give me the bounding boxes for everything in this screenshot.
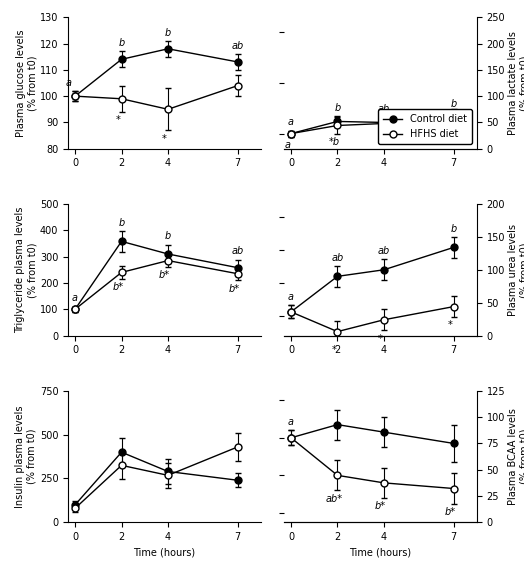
Text: b: b xyxy=(377,135,384,145)
Text: *: * xyxy=(447,320,453,331)
Text: b*: b* xyxy=(159,270,170,281)
Text: b: b xyxy=(334,103,341,113)
Text: a: a xyxy=(288,117,294,127)
Text: a: a xyxy=(288,292,294,302)
Text: *: * xyxy=(332,346,336,355)
Text: ab: ab xyxy=(331,253,344,262)
Text: *: * xyxy=(116,115,121,125)
Y-axis label: Plasma BCAA levels
(% from t0): Plasma BCAA levels (% from t0) xyxy=(508,408,524,505)
Text: b*: b* xyxy=(375,501,386,511)
Text: ab: ab xyxy=(378,246,390,256)
Text: a: a xyxy=(285,140,290,150)
Text: *: * xyxy=(378,333,383,344)
X-axis label: Time (hours): Time (hours) xyxy=(350,548,411,557)
Y-axis label: Plasma urea levels
(% from t0): Plasma urea levels (% from t0) xyxy=(508,224,524,316)
Text: ab: ab xyxy=(378,104,390,114)
Text: a: a xyxy=(66,78,72,88)
Text: b: b xyxy=(165,28,171,38)
Text: b: b xyxy=(451,99,457,109)
X-axis label: Time (hours): Time (hours) xyxy=(134,548,195,557)
Text: b: b xyxy=(118,38,125,48)
Text: b: b xyxy=(451,224,457,234)
Text: b*: b* xyxy=(228,284,240,293)
Y-axis label: Insulin plasma levels
(% from t0): Insulin plasma levels (% from t0) xyxy=(15,405,37,508)
Y-axis label: Plasma lactate levels
(% from t0): Plasma lactate levels (% from t0) xyxy=(508,31,524,135)
Text: ab: ab xyxy=(232,41,244,51)
Text: b*: b* xyxy=(444,507,456,517)
Legend: Control diet, HFHS diet: Control diet, HFHS diet xyxy=(378,109,472,144)
Text: b: b xyxy=(118,218,125,227)
Text: c: c xyxy=(447,129,453,139)
Y-axis label: Triglyceride plasma levels
(% from t0): Triglyceride plasma levels (% from t0) xyxy=(16,207,37,333)
Text: b*: b* xyxy=(113,282,124,292)
Y-axis label: Plasma glucose levels
(% from t0): Plasma glucose levels (% from t0) xyxy=(16,29,37,137)
Text: a: a xyxy=(288,417,294,427)
Text: a: a xyxy=(72,293,78,303)
Text: b: b xyxy=(165,231,171,242)
Text: ab*: ab* xyxy=(325,494,343,503)
Text: *: * xyxy=(162,134,167,144)
Text: *b: *b xyxy=(329,137,340,147)
Text: ab: ab xyxy=(232,246,244,257)
